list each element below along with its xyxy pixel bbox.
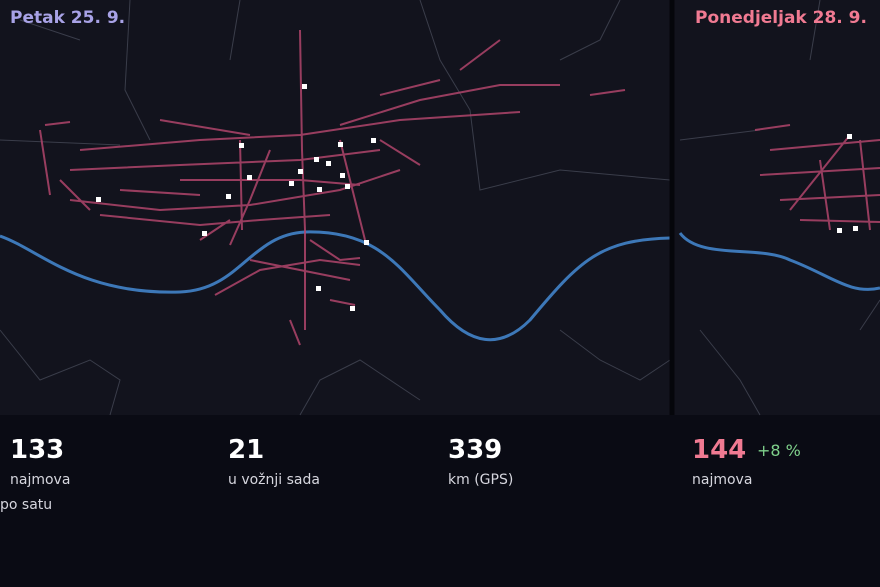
stat-value: 21 (228, 435, 264, 465)
panel-title: Petak 25. 9. (10, 8, 125, 28)
stat-label: km (GPS) (448, 472, 513, 488)
stat-value: 339 (448, 435, 502, 465)
stat-label: najmova (10, 472, 70, 488)
stat-label: najmova (692, 472, 752, 488)
stat-change: +8 % (757, 441, 801, 460)
stat-label: po satu (0, 497, 52, 513)
routes (39, 29, 880, 346)
panel-title: Ponedjeljak 28. 9. (695, 8, 867, 28)
boundaries (0, 0, 880, 416)
stats-background (0, 415, 880, 587)
vehicles (96, 84, 858, 311)
river (678, 232, 880, 291)
stat-value: 144 (692, 435, 746, 465)
stat-value: 133 (10, 435, 64, 465)
stat-label: u vožnji sada (228, 472, 320, 488)
map-background (0, 0, 880, 415)
